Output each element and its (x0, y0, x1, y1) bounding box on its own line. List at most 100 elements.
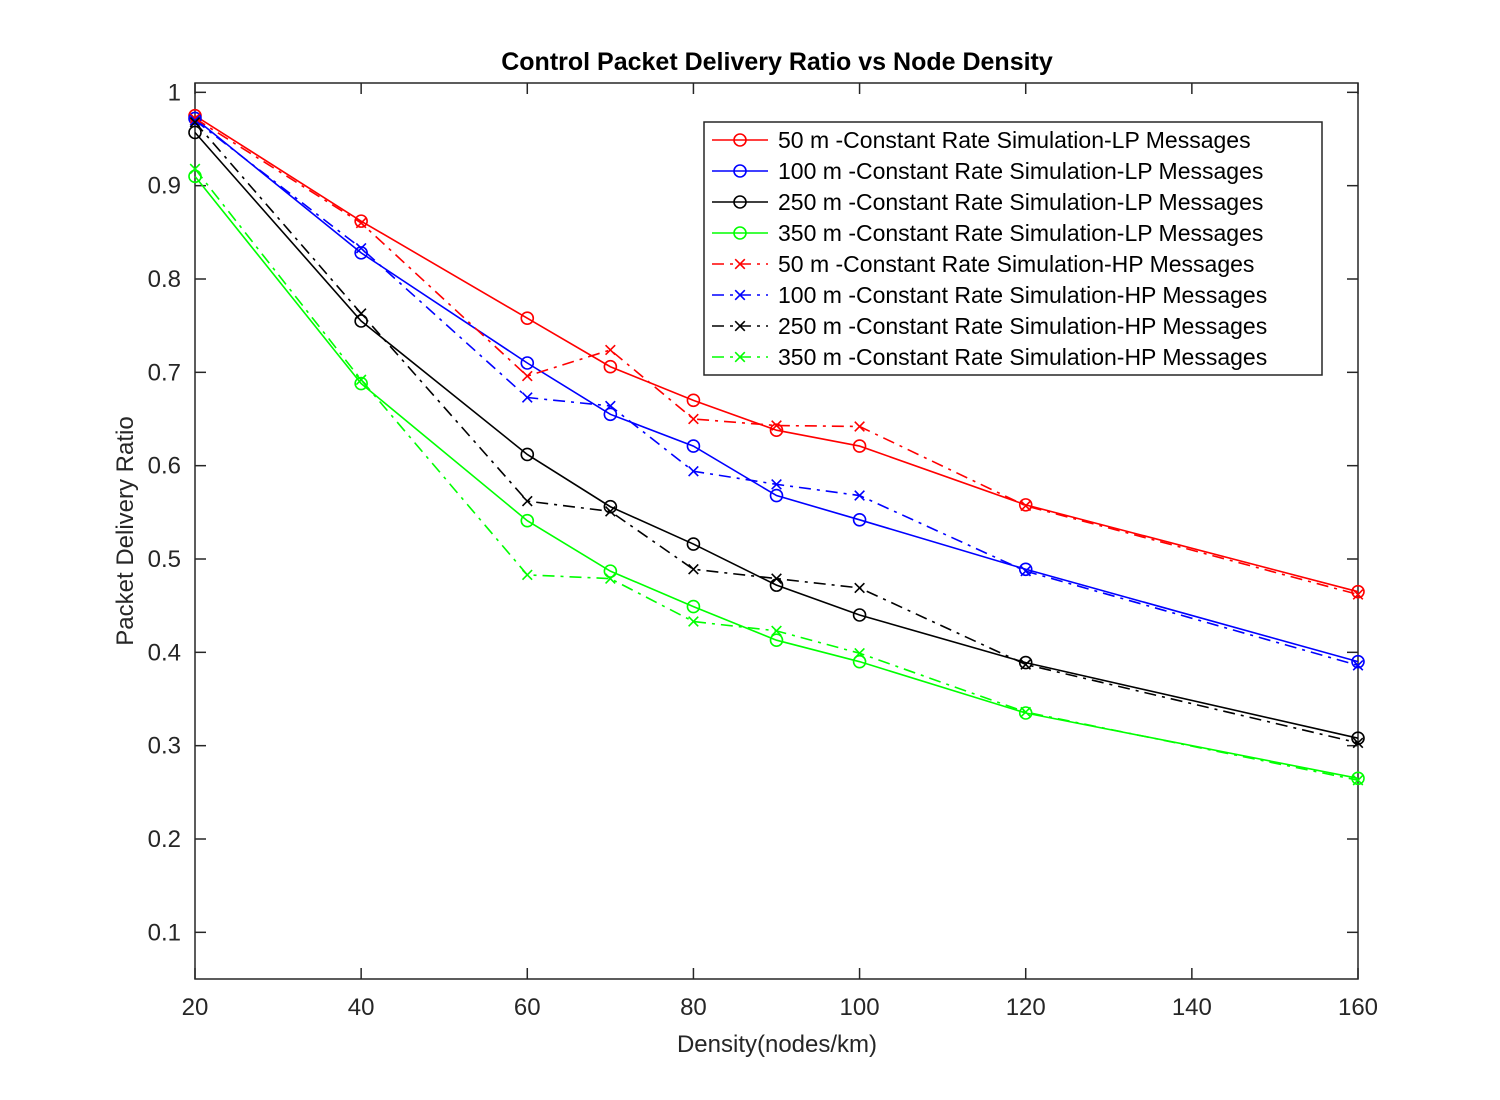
data-point (688, 616, 699, 627)
data-point (604, 573, 616, 584)
data-point (1020, 659, 1032, 670)
legend-entry: 100 m -Constant Rate Simulation-LP Messa… (712, 158, 1263, 184)
series-line (194, 168, 1359, 781)
legend-label: 250 m -Constant Rate Simulation-LP Messa… (778, 189, 1263, 215)
series-line (194, 121, 1359, 744)
legend-entry: 50 m -Constant Rate Simulation-LP Messag… (712, 127, 1251, 153)
data-point (686, 439, 701, 453)
legend-entry: 250 m -Constant Rate Simulation-HP Messa… (712, 313, 1267, 339)
data-point (604, 400, 616, 412)
y-axis-label: Packet Delivery Ratio (112, 416, 139, 645)
data-point (1352, 660, 1364, 671)
x-tick-label: 160 (1338, 994, 1378, 1021)
data-point (688, 563, 699, 575)
y-tick-label: 0.5 (148, 546, 181, 573)
data-point (771, 478, 782, 490)
series-7 (189, 116, 1364, 749)
data-point (1351, 731, 1365, 746)
series-line (194, 131, 1359, 739)
legend-marker (734, 289, 746, 301)
data-point (686, 393, 701, 408)
data-point (521, 569, 533, 581)
data-point (686, 599, 701, 614)
x-tick-label: 40 (348, 994, 375, 1021)
series-1 (188, 108, 1365, 599)
data-point (354, 214, 368, 228)
data-point (189, 163, 201, 175)
data-point (769, 488, 784, 503)
legend-label: 250 m -Constant Rate Simulation-HP Messa… (778, 313, 1267, 339)
data-point (521, 495, 533, 507)
data-point (520, 447, 535, 462)
data-point (520, 311, 535, 326)
data-point (354, 376, 368, 391)
data-point (355, 242, 367, 254)
legend-label: 100 m -Constant Rate Simulation-HP Messa… (778, 282, 1267, 308)
legend-label: 350 m -Constant Rate Simulation-HP Messa… (778, 344, 1267, 370)
data-point (1352, 737, 1364, 749)
data-point (189, 116, 201, 128)
data-point (854, 647, 865, 659)
data-point (854, 582, 865, 594)
x-tick-label: 20 (182, 994, 209, 1021)
data-point (521, 392, 533, 403)
y-tick-label: 0.2 (148, 826, 181, 853)
axes: 20 40 60 80 100 120 140 160 0.1 0.2 0.3 0.4 0.5 0.6 0.… (148, 79, 1378, 1021)
data-point (355, 217, 367, 229)
data-point (1020, 706, 1032, 718)
legend-entry: 100 m -Constant Rate Simulation-HP Messa… (712, 282, 1267, 308)
legend-marker (734, 351, 746, 363)
data-point (520, 356, 535, 370)
data-point (852, 654, 867, 669)
legend-label: 100 m -Constant Rate Simulation-LP Messa… (778, 158, 1263, 184)
data-point (852, 608, 867, 622)
x-tick-label: 80 (680, 994, 707, 1021)
data-point (1018, 498, 1033, 512)
legend-marker (734, 320, 746, 332)
x-tick-label: 100 (840, 994, 880, 1021)
legend-marker (733, 164, 747, 178)
data-point (1352, 774, 1364, 786)
y-tick-label: 0.9 (148, 173, 181, 200)
data-point (1351, 584, 1365, 599)
x-tick-label: 120 (1006, 994, 1046, 1021)
data-point (854, 421, 865, 432)
y-tick-label: 1 (168, 79, 181, 106)
data-point (854, 490, 865, 501)
data-point (769, 633, 784, 648)
legend-marker (733, 195, 747, 209)
x-axis-label: Density(nodes/km) (677, 1031, 877, 1058)
data-point (1018, 655, 1033, 670)
data-point (603, 499, 618, 514)
series-8 (189, 163, 1364, 786)
data-point (603, 564, 618, 578)
y-tick-label: 0.4 (148, 639, 181, 666)
legend-entry: 350 m -Constant Rate Simulation-LP Messa… (712, 220, 1263, 246)
series-3 (188, 125, 1365, 746)
data-point (1352, 589, 1364, 600)
data-point (520, 513, 535, 528)
y-tick-label: 0.7 (148, 359, 181, 386)
data-point (1020, 500, 1032, 512)
legend-marker (733, 133, 747, 147)
data-point (521, 370, 533, 382)
data-point (604, 344, 616, 356)
data-point (771, 573, 782, 584)
legend-entry: 250 m -Constant Rate Simulation-LP Messa… (712, 189, 1263, 215)
legend-entry: 50 m -Constant Rate Simulation-HP Messag… (712, 251, 1254, 277)
data-point (603, 407, 618, 422)
legend: 50 m -Constant Rate Simulation-LP Messag… (703, 121, 1323, 376)
plot-series (188, 108, 1365, 786)
data-point (771, 625, 782, 637)
data-point (771, 420, 782, 431)
data-point (769, 423, 784, 438)
series-line (194, 175, 1359, 780)
data-point (355, 374, 367, 386)
y-tick-label: 0.8 (148, 266, 181, 293)
data-point (604, 506, 616, 517)
data-point (355, 308, 367, 319)
series-2 (188, 111, 1365, 669)
series-6 (189, 114, 1364, 671)
